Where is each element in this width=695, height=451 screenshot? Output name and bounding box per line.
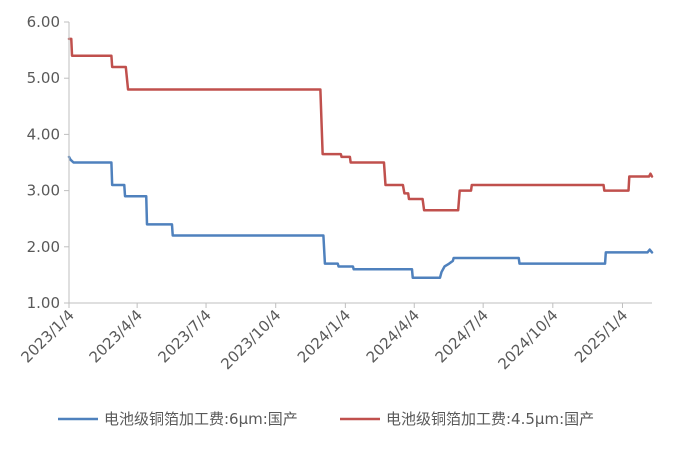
x-tick-label: 2024/7/4 [432,306,492,366]
x-tick-label: 2025/1/4 [571,306,631,366]
series-line-1 [67,37,654,212]
x-tick-label: 2023/7/4 [155,306,215,366]
series-line-0 [67,155,654,279]
y-tick-label: 3.00 [27,182,60,200]
x-axis-ticks: 2023/1/4 2023/4/4 2023/7/4 2023/10/4 2024/1/… [17,303,631,373]
x-tick-label: 2024/4/4 [363,306,423,366]
series-lines [67,37,654,279]
y-tick-label: 5.00 [27,69,60,87]
legend: 电池级铜箔加工费:6μm:国产 电池级铜箔加工费:4.5μm:国产 [58,410,594,428]
x-tick-label: 2024/10/4 [495,306,562,373]
y-tick-label: 1.00 [27,294,60,312]
legend-label-0: 电池级铜箔加工费:6μm:国产 [104,410,298,428]
y-tick-label: 2.00 [27,238,60,256]
legend-label-1: 电池级铜箔加工费:4.5μm:国产 [386,410,594,428]
y-axis-ticks: 1.00 2.00 3.00 4.00 5.00 6.00 [27,13,69,312]
x-tick-label: 2024/1/4 [294,306,354,366]
x-tick-label: 2023/10/4 [217,306,284,373]
y-tick-label: 4.00 [27,125,60,143]
x-tick-label: 2023/1/4 [17,306,77,366]
y-tick-label: 6.00 [27,13,60,31]
x-tick-label: 2023/4/4 [86,306,146,366]
